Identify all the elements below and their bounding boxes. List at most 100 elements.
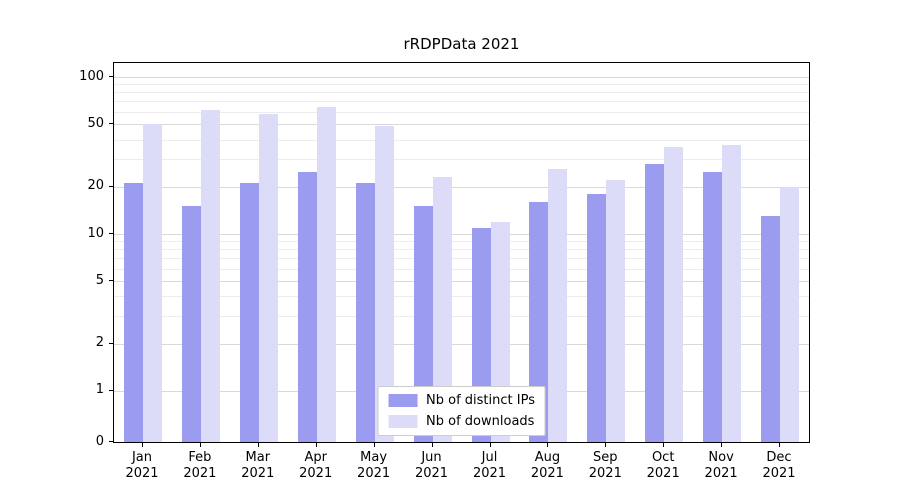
- y-tick-label: 0: [95, 433, 104, 449]
- minor-gridline: [114, 296, 809, 298]
- x-axis: Jan 2021 Feb 2021 Mar 2021 Apr 2021 May 2021 Jun 20…: [113, 443, 810, 488]
- bar-distinct-ips: [297, 171, 317, 442]
- x-tick-month: Aug: [534, 450, 561, 465]
- x-tick-year: 2021: [357, 466, 391, 481]
- bar-distinct-ips: [413, 206, 433, 442]
- y-tick-label: 100: [79, 68, 104, 84]
- y-tick-mark: [109, 280, 113, 282]
- bar-distinct-ips: [587, 193, 607, 442]
- x-tick-label: Nov 2021: [691, 450, 751, 482]
- bar-distinct-ips: [703, 171, 723, 442]
- x-tick-year: 2021: [299, 466, 333, 481]
- x-tick-year: 2021: [704, 466, 738, 481]
- x-tick-mark: [315, 443, 317, 447]
- y-tick-label: 10: [87, 225, 104, 241]
- bar-downloads: [722, 144, 742, 442]
- x-tick-mark: [431, 443, 433, 447]
- x-tick-month: Nov: [708, 450, 734, 465]
- bar-downloads: [548, 168, 568, 442]
- x-tick-mark: [257, 443, 259, 447]
- minor-gridline: [114, 84, 809, 86]
- legend-item: Nb of distinct IPs: [388, 393, 535, 408]
- x-tick-month: Jun: [421, 450, 442, 465]
- y-tick-mark: [109, 441, 113, 442]
- x-tick-month: Jul: [481, 450, 498, 465]
- chart-title: rRDPData 2021: [403, 35, 520, 53]
- bar-downloads: [316, 106, 336, 442]
- bar-downloads: [780, 186, 799, 442]
- x-tick-year: 2021: [125, 466, 159, 481]
- y-tick-mark: [109, 123, 113, 125]
- x-tick-year: 2021: [183, 466, 217, 481]
- x-tick-label: Jan 2021: [112, 450, 172, 482]
- major-gridline: [114, 124, 809, 126]
- bar-distinct-ips: [124, 183, 143, 442]
- y-tick-mark: [109, 389, 113, 391]
- x-tick-year: 2021: [762, 466, 796, 481]
- x-tick-label: Jun 2021: [402, 450, 462, 482]
- bar-distinct-ips: [181, 206, 201, 442]
- x-tick-month: Oct: [651, 450, 675, 465]
- y-tick-mark: [109, 233, 113, 234]
- legend: Nb of distinct IPs Nb of downloads: [377, 386, 546, 436]
- bar-downloads: [200, 109, 220, 442]
- x-tick-mark: [489, 443, 491, 447]
- minor-gridline: [114, 101, 809, 103]
- legend-label: Nb of distinct IPs: [426, 393, 535, 408]
- legend-swatch-distinct-ips: [388, 394, 418, 407]
- x-tick-mark: [605, 443, 607, 447]
- x-tick-month: Feb: [188, 450, 212, 465]
- legend-swatch-downloads: [388, 415, 418, 428]
- minor-gridline: [114, 111, 809, 113]
- y-tick-label: 50: [87, 115, 104, 131]
- minor-gridline: [114, 159, 809, 161]
- x-tick-year: 2021: [472, 466, 507, 481]
- bar-distinct-ips: [239, 183, 259, 442]
- minor-gridline: [114, 249, 809, 251]
- x-tick-month: May: [360, 450, 388, 465]
- major-gridline: [114, 186, 809, 188]
- x-tick-label: Apr 2021: [286, 450, 346, 482]
- bar-distinct-ips: [761, 216, 780, 442]
- bar-downloads: [664, 146, 684, 442]
- x-tick-mark: [779, 443, 780, 447]
- x-tick-label: May 2021: [344, 450, 404, 482]
- x-tick-mark: [721, 443, 723, 447]
- bar-distinct-ips: [529, 201, 549, 442]
- x-tick-month: Dec: [766, 450, 792, 465]
- x-tick-mark: [142, 443, 143, 447]
- minor-gridline: [114, 268, 809, 270]
- x-tick-year: 2021: [414, 466, 449, 481]
- y-axis: 0 1 2 5 10 20 50 100: [0, 62, 113, 449]
- x-tick-year: 2021: [530, 466, 564, 481]
- x-tick-label: Dec 2021: [749, 450, 809, 482]
- plot-area: Nb of distinct IPs Nb of downloads: [113, 62, 810, 443]
- y-tick-label: 1: [95, 382, 104, 398]
- y-tick-mark: [109, 342, 113, 344]
- bar-downloads: [374, 125, 394, 442]
- y-tick-mark: [109, 76, 113, 78]
- minor-gridline: [114, 92, 809, 94]
- y-tick-label: 20: [87, 178, 104, 194]
- bar-distinct-ips: [355, 183, 375, 442]
- x-tick-year: 2021: [646, 466, 680, 481]
- bar-downloads: [432, 177, 452, 442]
- minor-gridline: [114, 139, 809, 141]
- x-tick-month: Mar: [245, 450, 271, 465]
- y-tick-label: 5: [95, 272, 104, 288]
- major-gridline: [114, 343, 809, 345]
- bar-distinct-ips: [645, 163, 665, 442]
- x-tick-month: Jan: [131, 450, 153, 465]
- x-tick-label: Aug 2021: [517, 450, 577, 482]
- legend-item: Nb of downloads: [388, 414, 535, 429]
- x-tick-mark: [199, 443, 201, 447]
- x-tick-label: Oct 2021: [633, 450, 693, 482]
- minor-gridline: [114, 241, 809, 243]
- x-tick-label: Sep 2021: [575, 450, 635, 482]
- x-tick-year: 2021: [588, 466, 622, 481]
- major-gridline: [114, 281, 809, 283]
- y-tick-mark: [109, 185, 113, 187]
- x-tick-mark: [373, 443, 375, 447]
- x-tick-label: Feb 2021: [170, 450, 230, 482]
